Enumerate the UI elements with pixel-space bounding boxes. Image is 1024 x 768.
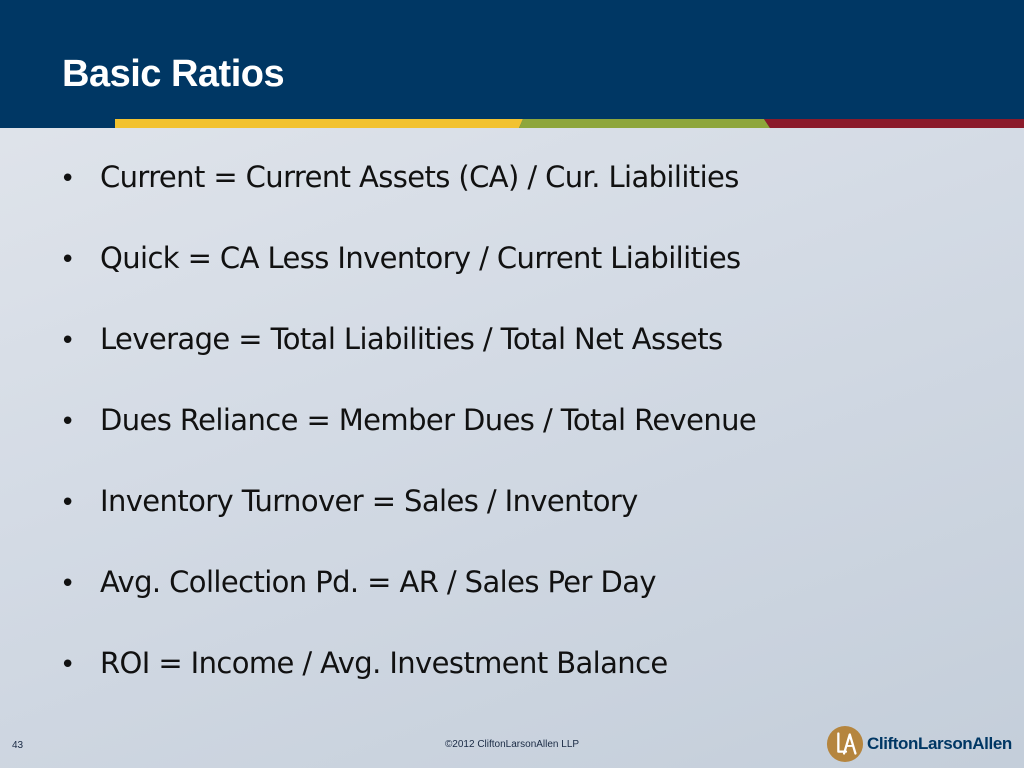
ratio-definition: Current = Current Assets (CA) / Cur. Lia… [100, 160, 739, 194]
company-logo: CliftonLarsonAllen [826, 724, 1012, 764]
list-item: • Current = Current Assets (CA) / Cur. L… [60, 160, 756, 241]
ratio-definition: ROI = Income / Avg. Investment Balance [100, 646, 668, 680]
list-item: • Dues Reliance = Member Dues / Total Re… [60, 403, 757, 484]
ratio-definition: Dues Reliance = Member Dues / Total Reve… [100, 403, 757, 437]
cla-monogram-icon [826, 725, 864, 763]
ratio-definition: Inventory Turnover = Sales / Inventory [100, 484, 638, 518]
slide-title: Basic Ratios [62, 53, 285, 95]
logo-wordmark: CliftonLarsonAllen [867, 734, 1012, 753]
bullet-icon: • [60, 569, 75, 599]
ratio-definition: Quick = CA Less Inventory / Current Liab… [100, 241, 741, 275]
list-item: • Quick = CA Less Inventory / Current Li… [60, 241, 756, 322]
page-number: 43 [12, 740, 24, 751]
list-item: • ROI = Income / Avg. Investment Balance [60, 646, 756, 727]
copyright-notice: ©2012 CliftonLarsonAllen LLP [444, 739, 580, 750]
accent-stripe [0, 119, 1024, 128]
bullet-icon: • [60, 245, 75, 275]
ratio-definition: Avg. Collection Pd. = AR / Sales Per Day [100, 565, 657, 599]
list-item: • Leverage = Total Liabilities / Total N… [60, 322, 756, 403]
ratio-list: • Current = Current Assets (CA) / Cur. L… [60, 160, 757, 727]
bullet-icon: • [60, 164, 75, 194]
bullet-icon: • [60, 650, 75, 680]
bullet-icon: • [60, 407, 75, 437]
title-bar: Basic Ratios [0, 0, 1024, 119]
list-item: • Avg. Collection Pd. = AR / Sales Per D… [60, 565, 756, 646]
bullet-icon: • [60, 326, 75, 356]
bullet-icon: • [60, 488, 75, 518]
list-item: • Inventory Turnover = Sales / Inventory [60, 484, 756, 565]
ratio-definition: Leverage = Total Liabilities / Total Net… [100, 322, 723, 356]
